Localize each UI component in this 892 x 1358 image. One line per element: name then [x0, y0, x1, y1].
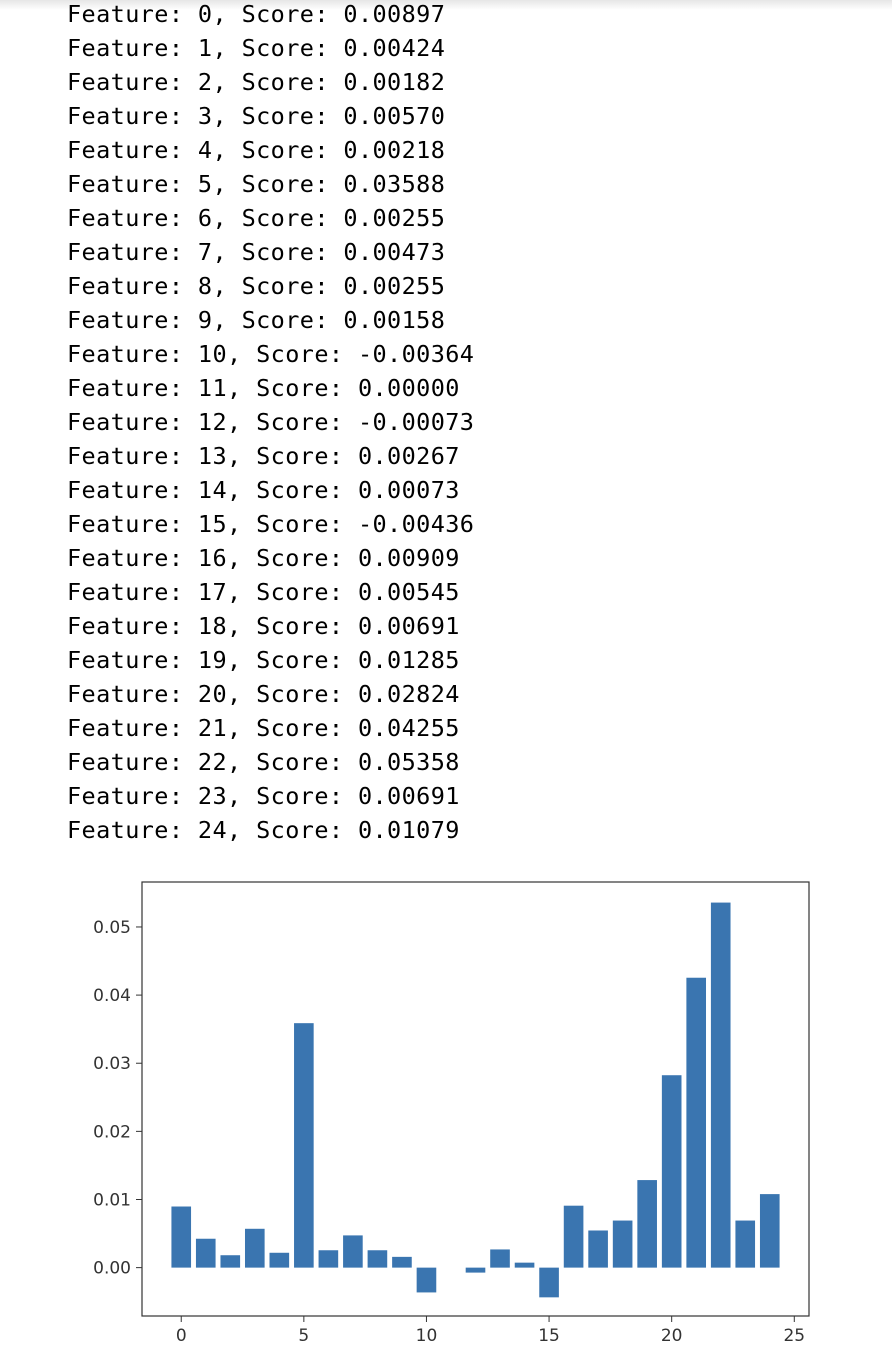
output-line: Feature: 9, Score: 0.00158 [67, 306, 446, 334]
bar-chart-figure: 0 5 10 15 20 25 0.00 0.01 0.02 0.03 0.04 0.05 [0, 860, 892, 1358]
bar-feature-12 [465, 1267, 486, 1273]
output-line: Feature: 1, Score: 0.00424 [67, 34, 446, 62]
output-line: Feature: 2, Score: 0.00182 [67, 68, 446, 96]
y-tick-label: 0.01 [93, 1190, 131, 1210]
y-tick-label: 0.02 [93, 1122, 131, 1142]
bar-feature-16 [563, 1205, 584, 1268]
top-shade [0, 0, 892, 10]
bar-feature-23 [735, 1220, 756, 1268]
bars [171, 902, 780, 1298]
output-line: Feature: 22, Score: 0.05358 [67, 748, 460, 776]
bar-feature-2 [220, 1255, 241, 1268]
output-line: Feature: 11, Score: 0.00000 [67, 374, 460, 402]
bar-feature-0 [171, 1206, 192, 1268]
output-line: Feature: 24, Score: 0.01079 [67, 816, 460, 844]
output-line: Feature: 20, Score: 0.02824 [67, 680, 460, 708]
x-axis-ticks: 0 5 10 15 20 25 [176, 1316, 805, 1346]
bar-feature-8 [367, 1250, 388, 1268]
x-tick-label: 20 [661, 1326, 683, 1346]
bar-feature-21 [686, 977, 707, 1268]
output-line: Feature: 17, Score: 0.00545 [67, 578, 460, 606]
bar-feature-17 [588, 1230, 608, 1268]
cell-output-text: Feature: 0, Score: 0.00897 Feature: 1, Sc… [67, 0, 474, 847]
output-line: Feature: 6, Score: 0.00255 [67, 204, 446, 232]
bar-feature-24 [759, 1194, 780, 1268]
bar-feature-7 [343, 1235, 363, 1268]
x-tick-label: 10 [416, 1326, 438, 1346]
bar-feature-18 [612, 1220, 633, 1268]
output-line: Feature: 18, Score: 0.00691 [67, 612, 460, 640]
output-line: Feature: 16, Score: 0.00909 [67, 544, 460, 572]
output-line: Feature: 5, Score: 0.03588 [67, 170, 446, 198]
output-line: Feature: 7, Score: 0.00473 [67, 238, 446, 266]
bar-feature-20 [661, 1075, 682, 1268]
x-tick-label: 15 [538, 1326, 560, 1346]
bar-feature-6 [318, 1250, 339, 1268]
output-line: Feature: 21, Score: 0.04255 [67, 714, 460, 742]
bar-feature-3 [244, 1228, 265, 1268]
output-line: Feature: 19, Score: 0.01285 [67, 646, 460, 674]
output-line: Feature: 12, Score: -0.00073 [67, 408, 475, 436]
output-line: Feature: 14, Score: 0.00073 [67, 476, 460, 504]
bar-feature-9 [392, 1256, 412, 1268]
bar-feature-5 [294, 1023, 314, 1268]
y-axis-ticks: 0.00 0.01 0.02 0.03 0.04 0.05 [93, 918, 142, 1279]
bar-feature-1 [195, 1238, 216, 1268]
bar-feature-15 [539, 1267, 559, 1298]
bar-feature-10 [416, 1267, 437, 1293]
output-line: Feature: 4, Score: 0.00218 [67, 136, 446, 164]
bar-feature-19 [637, 1180, 657, 1268]
y-tick-label: 0.03 [93, 1054, 131, 1074]
bar-feature-14 [514, 1262, 535, 1268]
output-line: Feature: 15, Score: -0.00436 [67, 510, 475, 538]
bar-feature-4 [269, 1252, 290, 1268]
y-tick-label: 0.04 [93, 986, 131, 1006]
output-line: Feature: 8, Score: 0.00255 [67, 272, 446, 300]
x-tick-label: 0 [176, 1326, 187, 1346]
y-tick-label: 0.05 [93, 918, 131, 938]
x-tick-label: 25 [783, 1326, 805, 1346]
bar-feature-13 [490, 1249, 510, 1268]
output-line: Feature: 23, Score: 0.00691 [67, 782, 460, 810]
output-line: Feature: 0, Score: 0.00897 [67, 0, 446, 28]
output-line: Feature: 3, Score: 0.00570 [67, 102, 446, 130]
output-line: Feature: 13, Score: 0.00267 [67, 442, 460, 470]
output-line: Feature: 10, Score: -0.00364 [67, 340, 475, 368]
x-tick-label: 5 [298, 1326, 309, 1346]
plot-frame [141, 881, 810, 1317]
bar-feature-22 [710, 902, 731, 1268]
bar-chart: 0 5 10 15 20 25 0.00 0.01 0.02 0.03 0.04 0.05 [93, 881, 810, 1346]
y-tick-label: 0.00 [93, 1259, 131, 1279]
